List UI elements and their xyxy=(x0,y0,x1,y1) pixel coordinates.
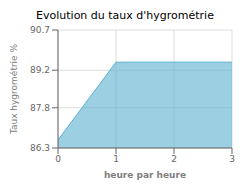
svg-text:heure par heure: heure par heure xyxy=(104,170,186,180)
svg-text:2: 2 xyxy=(171,154,177,164)
svg-text:0: 0 xyxy=(55,154,61,164)
html-text:Evolution du taux d'hygrométri: Evolution du taux d'hygrométrie xyxy=(36,9,214,22)
svg-text:86.3: 86.3 xyxy=(30,143,50,153)
svg-text:89.2: 89.2 xyxy=(30,65,50,75)
svg-text:90.7: 90.7 xyxy=(30,25,50,35)
svg-text:87.8: 87.8 xyxy=(30,103,50,113)
svg-text:3: 3 xyxy=(229,154,235,164)
svg-text:1: 1 xyxy=(113,154,119,164)
svg-text:Taux hygrométrie %: Taux hygrométrie % xyxy=(9,43,19,135)
